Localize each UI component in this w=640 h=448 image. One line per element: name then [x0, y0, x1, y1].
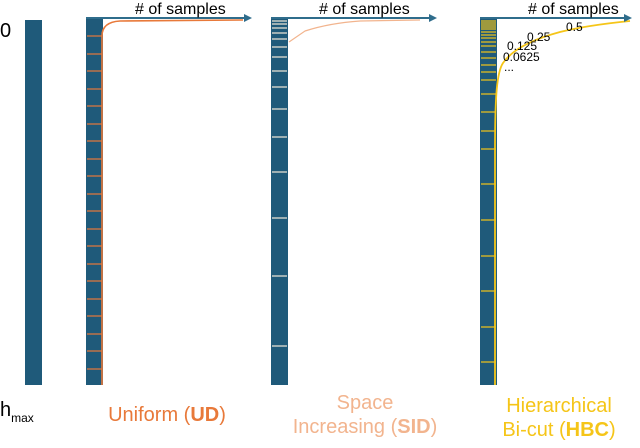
hbc-fraction-3: 0.0625	[503, 50, 540, 64]
hbc-abbr: HBC	[565, 419, 609, 441]
hbc-panel: # of samples 0.5 0.25 0.125 0.0625 ...	[480, 1, 632, 385]
space-increasing-panel: # of samples	[271, 1, 437, 385]
depth-zero-label: 0	[0, 20, 11, 42]
uniform-abbr: UD	[190, 404, 220, 426]
hbc-fraction-2: 0.125	[507, 39, 537, 53]
space-increasing-caption: Space Increasing (SID)	[292, 392, 438, 438]
hbc-caption: Hierarchical Bi-cut (HBC)	[502, 395, 616, 441]
space-increasing-sample-ticks	[272, 20, 287, 347]
uniform-axis-label: # of samples	[135, 1, 226, 18]
uniform-sample-curve	[101, 19, 244, 385]
hbc-column	[480, 18, 497, 385]
space-increasing-sample-curve	[288, 19, 421, 43]
depth-hmax-label: hmax	[0, 399, 34, 425]
space-increasing-column	[271, 18, 288, 385]
uniform-caption: Uniform (UD)	[108, 404, 226, 426]
uniform-column	[86, 18, 103, 385]
hbc-fraction-4: ...	[504, 60, 514, 74]
space-increasing-axis-label: # of samples	[319, 1, 410, 18]
space-increasing-abbr: SID	[397, 416, 431, 438]
hbc-sample-curve	[494, 20, 631, 385]
uniform-panel: # of samples	[86, 1, 252, 385]
uniform-sample-ticks	[87, 35, 102, 370]
hbc-axis-label: # of samples	[528, 1, 619, 18]
hbc-fraction-1: 0.25	[527, 30, 551, 44]
reference-column	[25, 20, 42, 385]
hbc-fraction-0: 0.5	[566, 20, 583, 34]
hbc-sample-ticks	[481, 20, 496, 363]
